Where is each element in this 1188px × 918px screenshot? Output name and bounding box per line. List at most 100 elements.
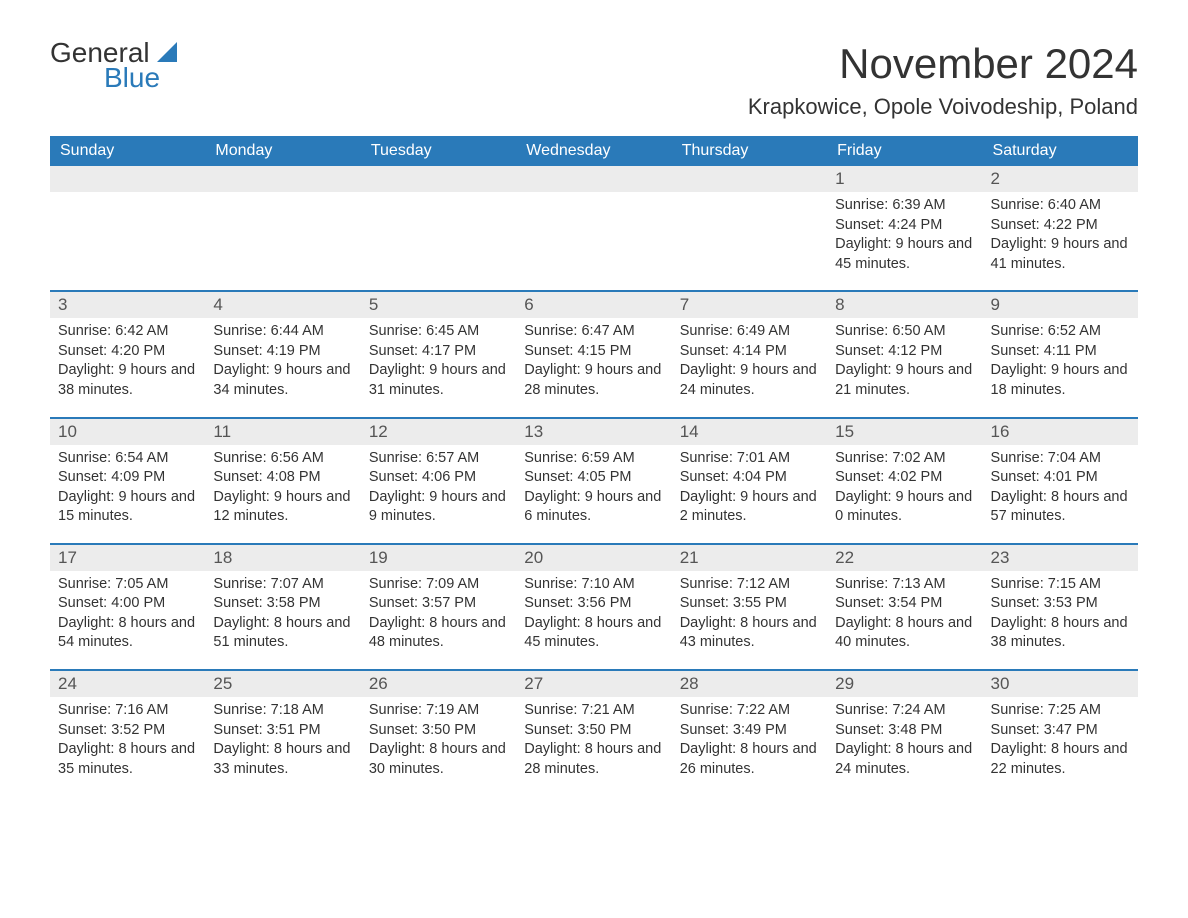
sunrise-line: Sunrise: 6:49 AM	[680, 322, 819, 342]
sunset-line: Sunset: 4:22 PM	[991, 216, 1130, 236]
dow-cell: Wednesday	[516, 136, 671, 166]
day-number: 26	[361, 671, 516, 697]
sunrise-line: Sunrise: 7:12 AM	[680, 575, 819, 595]
week-row: 10Sunrise: 6:54 AMSunset: 4:09 PMDayligh…	[50, 417, 1138, 537]
daylight-line: Daylight: 8 hours and 43 minutes.	[680, 614, 819, 653]
sunset-line: Sunset: 3:52 PM	[58, 721, 197, 741]
day-cell: 28Sunrise: 7:22 AMSunset: 3:49 PMDayligh…	[672, 671, 827, 789]
day-cell: 23Sunrise: 7:15 AMSunset: 3:53 PMDayligh…	[983, 545, 1138, 663]
sunrise-line: Sunrise: 6:56 AM	[213, 449, 352, 469]
sunrise-line: Sunrise: 6:45 AM	[369, 322, 508, 342]
sunset-line: Sunset: 4:01 PM	[991, 468, 1130, 488]
sunrise-line: Sunrise: 6:52 AM	[991, 322, 1130, 342]
dow-cell: Friday	[827, 136, 982, 166]
day-details: Sunrise: 7:09 AMSunset: 3:57 PMDaylight:…	[361, 571, 516, 663]
day-cell: 7Sunrise: 6:49 AMSunset: 4:14 PMDaylight…	[672, 292, 827, 410]
sunrise-line: Sunrise: 7:13 AM	[835, 575, 974, 595]
day-number: 23	[983, 545, 1138, 571]
header: General Blue November 2024 Krapkowice, O…	[50, 40, 1138, 120]
day-details: Sunrise: 7:16 AMSunset: 3:52 PMDaylight:…	[50, 697, 205, 789]
daylight-line: Daylight: 8 hours and 40 minutes.	[835, 614, 974, 653]
sunrise-line: Sunrise: 7:07 AM	[213, 575, 352, 595]
day-cell: 16Sunrise: 7:04 AMSunset: 4:01 PMDayligh…	[983, 419, 1138, 537]
day-details: Sunrise: 6:42 AMSunset: 4:20 PMDaylight:…	[50, 318, 205, 410]
day-number: 27	[516, 671, 671, 697]
sunset-line: Sunset: 4:19 PM	[213, 342, 352, 362]
day-number: 14	[672, 419, 827, 445]
day-cell: 22Sunrise: 7:13 AMSunset: 3:54 PMDayligh…	[827, 545, 982, 663]
day-details: Sunrise: 6:54 AMSunset: 4:09 PMDaylight:…	[50, 445, 205, 537]
daylight-line: Daylight: 8 hours and 30 minutes.	[369, 740, 508, 779]
sunset-line: Sunset: 3:54 PM	[835, 594, 974, 614]
day-details: Sunrise: 6:44 AMSunset: 4:19 PMDaylight:…	[205, 318, 360, 410]
day-details: Sunrise: 7:25 AMSunset: 3:47 PMDaylight:…	[983, 697, 1138, 789]
sunrise-line: Sunrise: 6:42 AM	[58, 322, 197, 342]
day-details: Sunrise: 7:02 AMSunset: 4:02 PMDaylight:…	[827, 445, 982, 537]
sunrise-line: Sunrise: 7:15 AM	[991, 575, 1130, 595]
weeks-container: 1Sunrise: 6:39 AMSunset: 4:24 PMDaylight…	[50, 166, 1138, 789]
day-number: 2	[983, 166, 1138, 192]
day-cell: 8Sunrise: 6:50 AMSunset: 4:12 PMDaylight…	[827, 292, 982, 410]
day-number: 16	[983, 419, 1138, 445]
day-number: 19	[361, 545, 516, 571]
day-number	[205, 166, 360, 192]
title-block: November 2024 Krapkowice, Opole Voivodes…	[748, 40, 1138, 120]
daylight-line: Daylight: 8 hours and 33 minutes.	[213, 740, 352, 779]
logo-text: General Blue	[50, 40, 183, 90]
daylight-line: Daylight: 8 hours and 26 minutes.	[680, 740, 819, 779]
day-number: 30	[983, 671, 1138, 697]
daylight-line: Daylight: 9 hours and 18 minutes.	[991, 361, 1130, 400]
day-number: 11	[205, 419, 360, 445]
sunrise-line: Sunrise: 7:05 AM	[58, 575, 197, 595]
calendar: SundayMondayTuesdayWednesdayThursdayFrid…	[50, 136, 1138, 789]
sunset-line: Sunset: 4:02 PM	[835, 468, 974, 488]
day-number: 17	[50, 545, 205, 571]
day-cell: 21Sunrise: 7:12 AMSunset: 3:55 PMDayligh…	[672, 545, 827, 663]
day-cell: 11Sunrise: 6:56 AMSunset: 4:08 PMDayligh…	[205, 419, 360, 537]
day-cell: 12Sunrise: 6:57 AMSunset: 4:06 PMDayligh…	[361, 419, 516, 537]
daylight-line: Daylight: 9 hours and 24 minutes.	[680, 361, 819, 400]
day-details: Sunrise: 7:01 AMSunset: 4:04 PMDaylight:…	[672, 445, 827, 537]
week-row: 17Sunrise: 7:05 AMSunset: 4:00 PMDayligh…	[50, 543, 1138, 663]
sunrise-line: Sunrise: 7:16 AM	[58, 701, 197, 721]
day-details: Sunrise: 6:50 AMSunset: 4:12 PMDaylight:…	[827, 318, 982, 410]
empty-cell	[361, 166, 516, 284]
day-cell: 13Sunrise: 6:59 AMSunset: 4:05 PMDayligh…	[516, 419, 671, 537]
day-number: 10	[50, 419, 205, 445]
daylight-line: Daylight: 8 hours and 54 minutes.	[58, 614, 197, 653]
daylight-line: Daylight: 9 hours and 15 minutes.	[58, 488, 197, 527]
empty-cell	[205, 166, 360, 284]
day-cell: 14Sunrise: 7:01 AMSunset: 4:04 PMDayligh…	[672, 419, 827, 537]
day-number: 15	[827, 419, 982, 445]
daylight-line: Daylight: 8 hours and 51 minutes.	[213, 614, 352, 653]
day-number: 28	[672, 671, 827, 697]
day-number: 8	[827, 292, 982, 318]
sunset-line: Sunset: 4:04 PM	[680, 468, 819, 488]
day-cell: 24Sunrise: 7:16 AMSunset: 3:52 PMDayligh…	[50, 671, 205, 789]
day-number: 29	[827, 671, 982, 697]
dow-cell: Saturday	[983, 136, 1138, 166]
day-cell: 18 Sunrise: 7:07 AMSunset: 3:58 PMDayligh…	[205, 545, 360, 663]
day-number: 18	[205, 545, 360, 571]
sunset-line: Sunset: 3:58 PM	[213, 594, 352, 614]
logo-sail-icon	[157, 40, 183, 65]
day-number	[361, 166, 516, 192]
sunset-line: Sunset: 3:56 PM	[524, 594, 663, 614]
daylight-line: Daylight: 9 hours and 9 minutes.	[369, 488, 508, 527]
logo: General Blue	[50, 40, 183, 90]
sunrise-line: Sunrise: 6:54 AM	[58, 449, 197, 469]
day-cell: 4Sunrise: 6:44 AMSunset: 4:19 PMDaylight…	[205, 292, 360, 410]
sunrise-line: Sunrise: 7:18 AM	[213, 701, 352, 721]
sunset-line: Sunset: 4:00 PM	[58, 594, 197, 614]
daylight-line: Daylight: 9 hours and 2 minutes.	[680, 488, 819, 527]
daylight-line: Daylight: 9 hours and 38 minutes.	[58, 361, 197, 400]
week-row: 3Sunrise: 6:42 AMSunset: 4:20 PMDaylight…	[50, 290, 1138, 410]
sunset-line: Sunset: 3:48 PM	[835, 721, 974, 741]
sunset-line: Sunset: 4:17 PM	[369, 342, 508, 362]
sunrise-line: Sunrise: 7:01 AM	[680, 449, 819, 469]
month-title: November 2024	[748, 40, 1138, 88]
sunrise-line: Sunrise: 7:25 AM	[991, 701, 1130, 721]
day-details: Sunrise: 7:15 AMSunset: 3:53 PMDaylight:…	[983, 571, 1138, 663]
sunrise-line: Sunrise: 7:21 AM	[524, 701, 663, 721]
day-cell: 29Sunrise: 7:24 AMSunset: 3:48 PMDayligh…	[827, 671, 982, 789]
